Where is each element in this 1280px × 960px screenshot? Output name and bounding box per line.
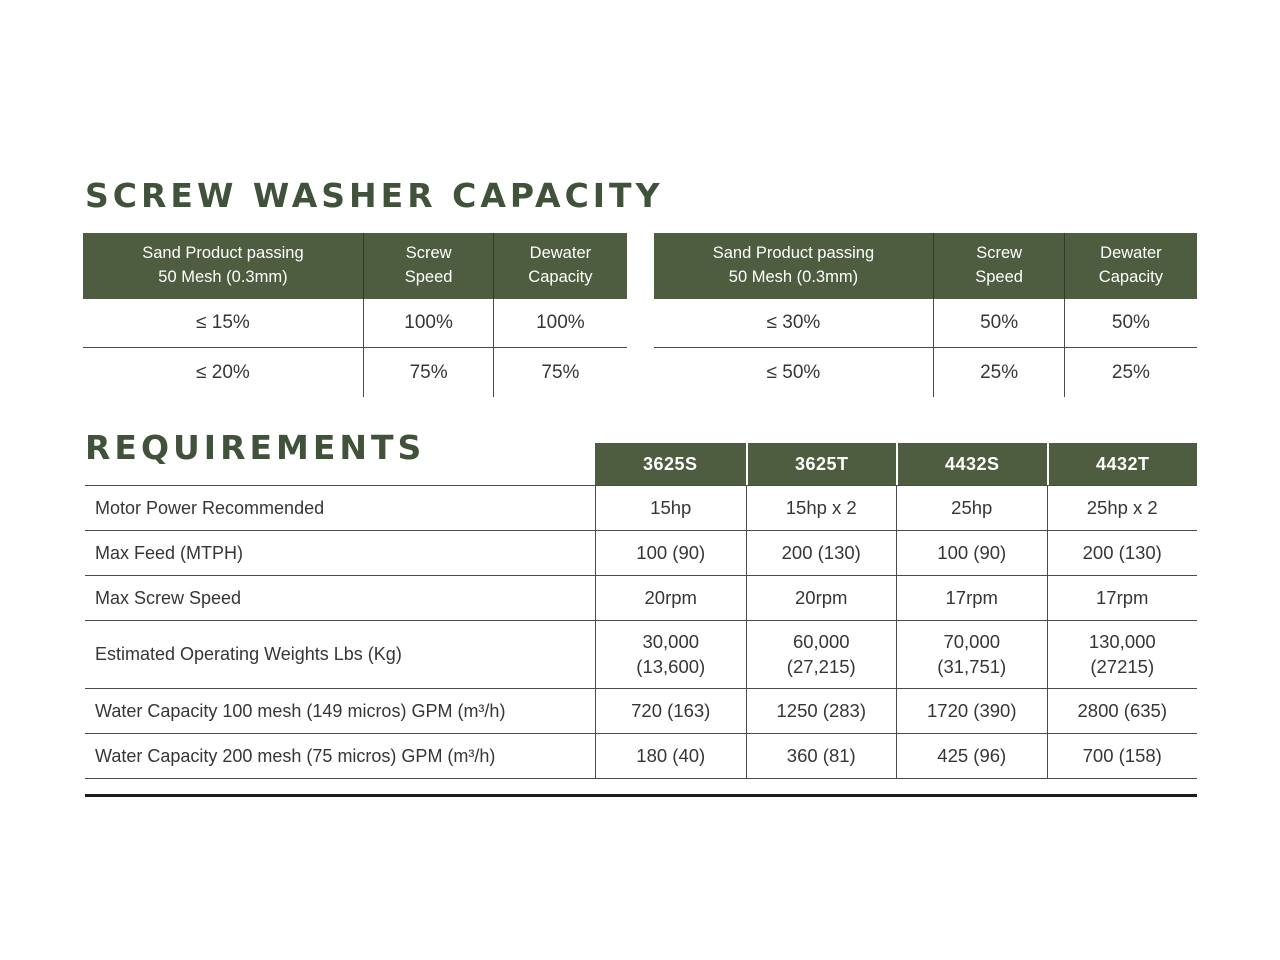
table-row: ≤ 20% 75% 75%	[83, 348, 627, 397]
column-header-sand-product: Sand Product passing 50 Mesh (0.3mm)	[712, 244, 875, 286]
column-header-model-3625t: 3625T	[745, 443, 896, 485]
cell-value: 25hp x 2	[1046, 486, 1198, 530]
cell-value: 200 (130)	[745, 531, 897, 575]
row-label: Water Capacity 200 mesh (75 micros) GPM …	[95, 745, 496, 766]
cell-value: 200 (130)	[1046, 531, 1198, 575]
cell-mesh-percent: ≤ 50%	[766, 361, 821, 383]
cell-dewater-capacity: 50%	[1063, 299, 1197, 347]
cell-screw-speed: 25%	[933, 348, 1063, 397]
requirements-table: 3625S 3625T 4432S 4432T Motor Power Reco…	[85, 443, 1197, 779]
cell-mesh-percent: ≤ 15%	[196, 312, 250, 333]
row-label: Estimated Operating Weights Lbs (Kg)	[95, 644, 402, 664]
cell-dewater-capacity: 100%	[493, 299, 626, 347]
cell-value: 425 (96)	[896, 734, 1047, 778]
cell-value: 25hp	[896, 486, 1047, 530]
cell-dewater-capacity: 75%	[493, 348, 626, 397]
cell-value: 20rpm	[745, 576, 897, 620]
cell-value: 20rpm	[595, 576, 746, 620]
table-row: ≤ 30% 50% 50%	[653, 299, 1197, 348]
column-header-model-3625s: 3625S	[595, 443, 746, 485]
cell-value: 30,000 (13,600)	[595, 621, 746, 688]
column-header-spacer	[85, 443, 595, 485]
capacity-table-left-header: Sand Product passing 50 Mesh (0.3mm) Scr…	[83, 233, 627, 299]
table-row-max-screw-speed: Max Screw Speed 20rpm 20rpm 17rpm 17rpm	[85, 576, 1197, 621]
cell-mesh-percent: ≤ 20%	[196, 361, 250, 383]
cell-screw-speed: 100%	[362, 299, 493, 347]
cell-value: 15hp	[595, 486, 746, 530]
capacity-table-right-header: Sand Product passing 50 Mesh (0.3mm) Scr…	[653, 233, 1197, 299]
capacity-table-left: Sand Product passing 50 Mesh (0.3mm) Scr…	[83, 233, 627, 397]
cell-dewater-capacity: 25%	[1063, 348, 1197, 397]
requirements-section-title: REQUIREMENTS	[85, 428, 426, 467]
column-header-model-4432s: 4432S	[896, 443, 1047, 485]
cell-value: 1720 (390)	[896, 689, 1047, 733]
column-header-model-4432t: 4432T	[1046, 443, 1197, 485]
cell-value: 60,000 (27,215)	[745, 621, 897, 688]
column-header-dewater-capacity: Dewater Capacity	[493, 233, 626, 299]
table-row-operating-weights: Estimated Operating Weights Lbs (Kg) 30,…	[85, 621, 1197, 689]
cell-value: 17rpm	[896, 576, 1047, 620]
column-header-screw-speed: Screw Speed	[933, 233, 1063, 299]
column-header-screw-speed: Screw Speed	[362, 233, 493, 299]
cell-value: 100 (90)	[595, 531, 746, 575]
cell-mesh-percent: ≤ 30%	[766, 312, 821, 333]
cell-value: 1250 (283)	[745, 689, 897, 733]
cell-value: 15hp x 2	[745, 486, 897, 530]
table-row-water-capacity-200: Water Capacity 200 mesh (75 micros) GPM …	[85, 734, 1197, 779]
cell-value: 17rpm	[1046, 576, 1198, 620]
requirements-table-header: 3625S 3625T 4432S 4432T	[85, 443, 1197, 486]
row-label: Max Screw Speed	[95, 587, 242, 608]
capacity-section-title: SCREW WASHER CAPACITY	[85, 176, 664, 215]
row-label: Water Capacity 100 mesh (149 micros) GPM…	[95, 700, 506, 721]
capacity-table-right: Sand Product passing 50 Mesh (0.3mm) Scr…	[653, 233, 1198, 397]
column-header-dewater-capacity: Dewater Capacity	[1063, 233, 1197, 299]
bottom-divider	[85, 794, 1197, 797]
table-row-water-capacity-100: Water Capacity 100 mesh (149 micros) GPM…	[85, 689, 1197, 734]
column-header-sand-product: Sand Product passing 50 Mesh (0.3mm)	[142, 244, 304, 286]
cell-screw-speed: 75%	[362, 348, 493, 397]
table-row-motor-power: Motor Power Recommended 15hp 15hp x 2 25…	[85, 486, 1197, 531]
table-row: ≤ 50% 25% 25%	[654, 348, 1198, 397]
cell-value: 360 (81)	[745, 734, 897, 778]
cell-value: 720 (163)	[595, 689, 746, 733]
cell-value: 70,000 (31,751)	[896, 621, 1047, 688]
cell-value: 2800 (635)	[1046, 689, 1198, 733]
cell-value: 100 (90)	[896, 531, 1047, 575]
cell-value: 700 (158)	[1046, 734, 1198, 778]
row-label: Max Feed (MTPH)	[95, 542, 244, 563]
table-row-max-feed: Max Feed (MTPH) 100 (90) 200 (130) 100 (…	[85, 531, 1197, 576]
cell-screw-speed: 50%	[933, 299, 1063, 347]
cell-value: 180 (40)	[595, 734, 746, 778]
cell-value: 130,000 (27215)	[1046, 621, 1198, 688]
capacity-tables: Sand Product passing 50 Mesh (0.3mm) Scr…	[83, 233, 1197, 397]
row-label: Motor Power Recommended	[95, 497, 325, 518]
table-row: ≤ 15% 100% 100%	[83, 299, 627, 348]
